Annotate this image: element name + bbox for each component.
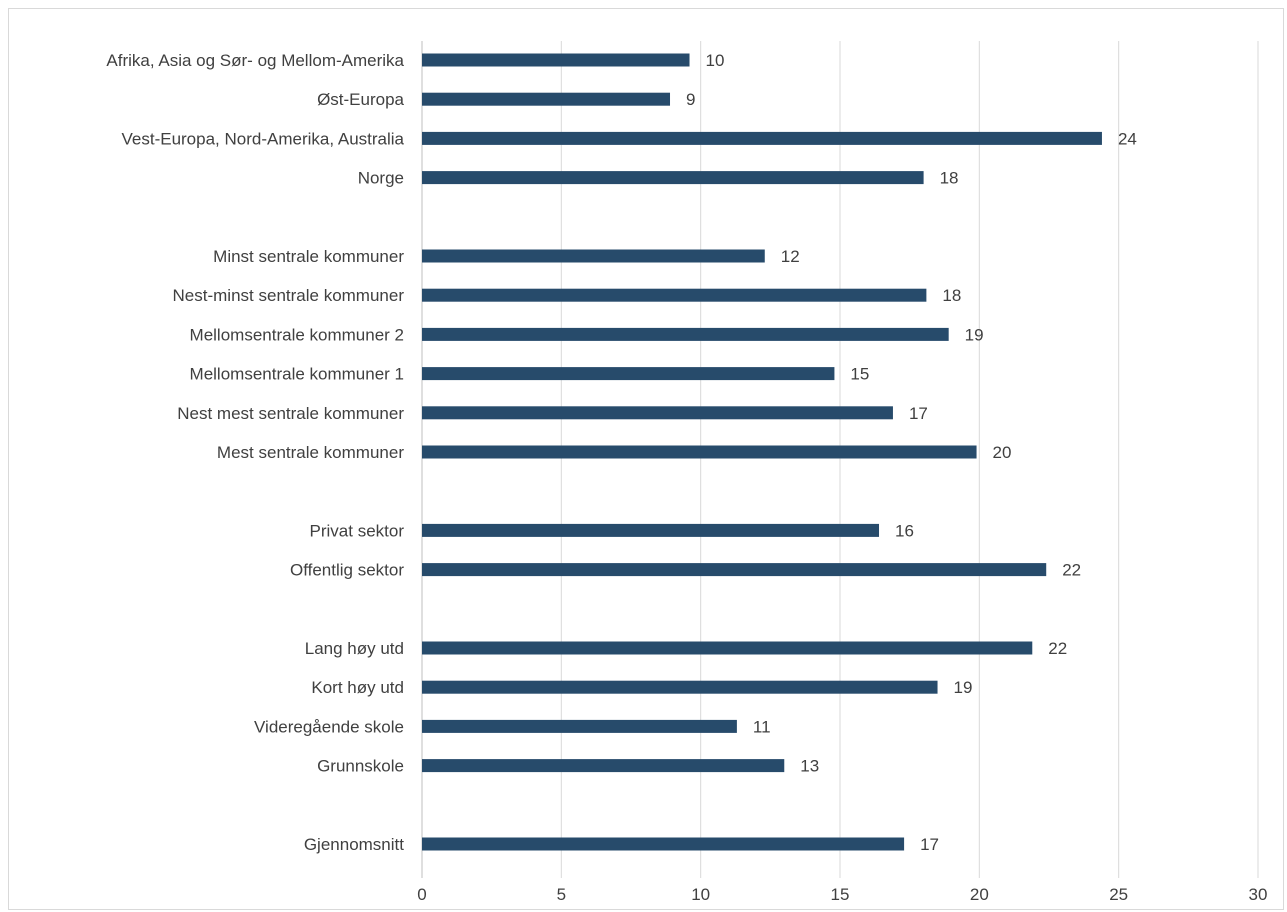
category-label: Øst-Europa: [317, 90, 404, 109]
bar: [422, 641, 1033, 655]
data-label: 13: [800, 757, 819, 776]
data-label: 12: [781, 247, 800, 266]
category-label: Minst sentrale kommuner: [213, 247, 404, 266]
x-tick-label: 10: [691, 885, 710, 904]
x-tick-label: 25: [1109, 885, 1128, 904]
category-label: Afrika, Asia og Sør- og Mellom-Amerika: [106, 51, 404, 70]
bar: [422, 563, 1047, 577]
data-label: 18: [942, 286, 961, 305]
bar-chart: Afrika, Asia og Sør- og Mellom-Amerika Øs…: [106, 41, 1267, 904]
data-label: 10: [706, 51, 725, 70]
data-label: 19: [954, 678, 973, 697]
bar: [422, 131, 1102, 145]
bar: [422, 837, 905, 851]
category-label: Gjennomsnitt: [304, 835, 404, 854]
category-label: Mellomsentrale kommuner 1: [190, 365, 404, 384]
category-label: Offentlig sektor: [290, 561, 404, 580]
bar: [422, 406, 893, 420]
data-label: 15: [850, 365, 869, 384]
category-label: Videregående skole: [254, 717, 404, 736]
gridlines: [421, 41, 1259, 878]
chart-frame: Afrika, Asia og Sør- og Mellom-Amerika Øs…: [8, 8, 1284, 910]
bar: [422, 445, 977, 459]
data-label: 22: [1048, 639, 1067, 658]
category-label: Mellomsentrale kommuner 2: [190, 325, 404, 344]
data-label: 18: [940, 169, 959, 188]
data-labels: 10 9 24 18 12 18 19 15 17 20 16 22 22 19 11 13 17: [686, 51, 1137, 854]
bar: [422, 367, 835, 381]
category-label: Norge: [358, 169, 404, 188]
bar: [422, 523, 880, 537]
data-label: 20: [993, 443, 1012, 462]
x-tick-label: 30: [1249, 885, 1268, 904]
bar: [422, 759, 785, 773]
bar: [422, 288, 927, 302]
x-tick-label: 20: [970, 885, 989, 904]
data-label: 9: [686, 90, 695, 109]
data-label: 17: [920, 835, 939, 854]
data-label: 22: [1062, 561, 1081, 580]
bar: [422, 53, 690, 67]
bar: [422, 680, 938, 694]
category-label: Kort høy utd: [311, 678, 404, 697]
x-tick-label: 0: [417, 885, 426, 904]
data-label: 24: [1118, 129, 1137, 148]
data-label: 19: [965, 325, 984, 344]
category-label: Nest mest sentrale kommuner: [177, 404, 404, 423]
category-labels: Afrika, Asia og Sør- og Mellom-Amerika Øs…: [106, 51, 404, 854]
bars: [422, 53, 1102, 851]
data-label: 16: [895, 521, 914, 540]
category-label: Nest-minst sentrale kommuner: [173, 286, 405, 305]
x-tick-label: 15: [831, 885, 850, 904]
x-axis-tick-labels: 0 5 10 15 20 25 30: [417, 885, 1267, 904]
category-label: Lang høy utd: [305, 639, 404, 658]
category-label: Vest-Europa, Nord-Amerika, Australia: [121, 129, 404, 148]
category-label: Mest sentrale kommuner: [217, 443, 404, 462]
category-label: Privat sektor: [310, 521, 405, 540]
bar: [422, 249, 765, 263]
bar: [422, 719, 737, 733]
data-label: 11: [753, 717, 771, 736]
bar: [422, 171, 924, 185]
bar: [422, 92, 671, 106]
bar: [422, 327, 949, 341]
data-label: 17: [909, 404, 928, 423]
x-tick-label: 5: [557, 885, 566, 904]
category-label: Grunnskole: [317, 757, 404, 776]
